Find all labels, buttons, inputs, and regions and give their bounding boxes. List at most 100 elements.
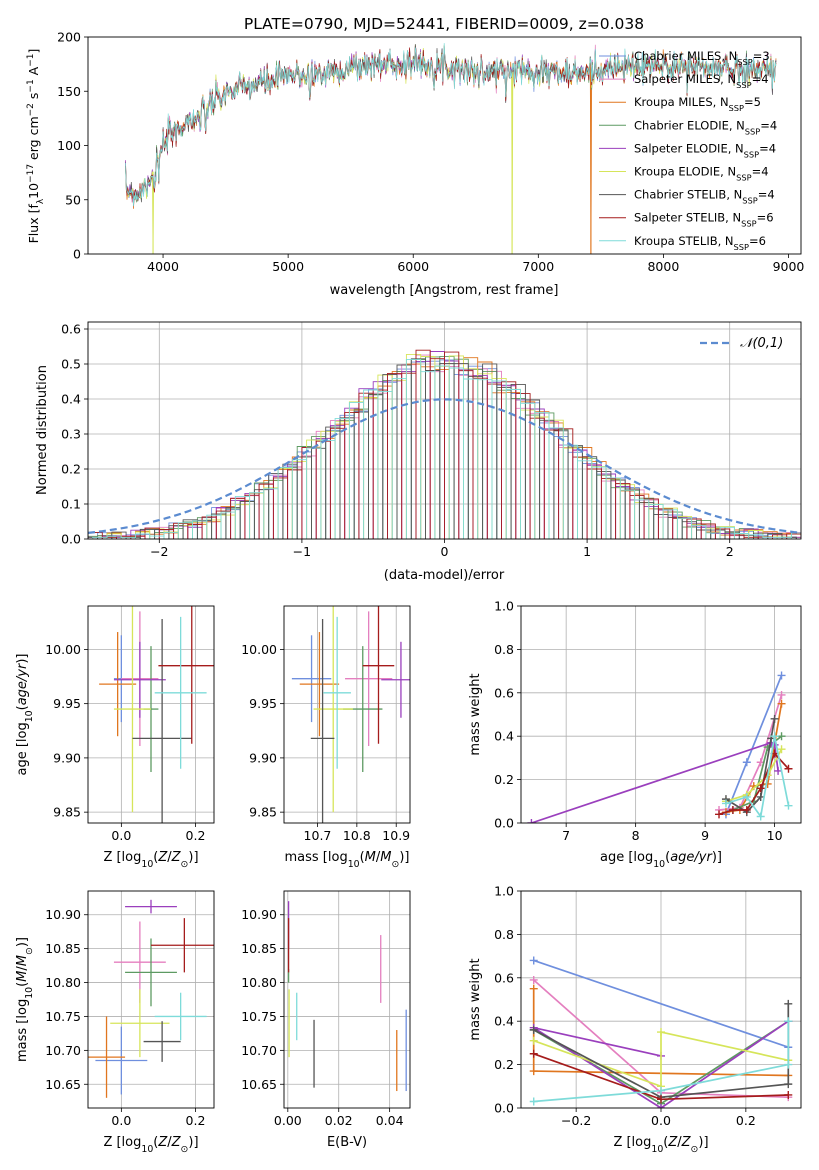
y-tick-label: 10.70 — [241, 1043, 277, 1058]
x-tick-label: −0.2 — [561, 1113, 591, 1128]
legend-label-salpeter_miles: Salpeter MILES, NSSP=4 — [634, 72, 769, 90]
weight-marker-kroupa_stelib — [784, 801, 793, 810]
weight-marker-chabrier_stelib — [770, 714, 779, 723]
mass-vs-Z-axes-x-label: Z [log10(Z/Z⊙)] — [103, 1135, 198, 1155]
spectrum-y-label: Flux [fλ10−17 erg cm−2 s−1 A−1] — [26, 49, 46, 244]
x-tick-label: −2 — [150, 544, 168, 559]
mass-vs-ebv-axes-x-label: E(B-V) — [327, 1135, 367, 1150]
legend-label-salpeter_stelib: Salpeter STELIB, NSSP=6 — [634, 211, 774, 229]
weight-marker-kroupa_stelib — [721, 799, 730, 808]
weight-marker-kroupa_miles — [777, 699, 786, 708]
weight-marker-salpeter_stelib — [529, 1049, 538, 1058]
y-tick-label: 0.2 — [61, 462, 81, 477]
x-tick-label: 0.02 — [325, 1113, 353, 1128]
age-vs-Z-axes-plot-area — [99, 606, 214, 823]
weight-vs-Z-axes: −0.2 0.0 0.2 0.0 0.2 0.4 0.6 0.8 1.0 Z [log10(Z/Z… — [468, 884, 802, 1155]
y-tick-label: 0.4 — [494, 729, 514, 744]
y-tick-label: 10.00 — [45, 642, 81, 657]
y-tick-label: 10.80 — [45, 975, 81, 990]
weight-marker-chabrier_miles — [742, 758, 751, 767]
residuals-y-label: Normed distribution — [35, 365, 50, 495]
x-tick-label: 0.2 — [186, 828, 206, 843]
y-tick-label: 10.75 — [241, 1009, 277, 1024]
weight-vs-Z-axes-plot-area — [529, 956, 793, 1108]
residuals-axes: −2 −1 0 1 2 0.0 0.1 0.2 0.3 0.4 0.5 0.6 𝒩(0,1) (data-… — [35, 322, 802, 583]
y-tick-label: 9.90 — [249, 750, 277, 765]
y-tick-label: 0.8 — [494, 642, 514, 657]
y-tick-label: 0.6 — [494, 970, 514, 985]
weight-marker-kroupa_miles — [529, 984, 538, 993]
weight-marker-chabrier_miles — [777, 671, 786, 680]
weight-marker-kroupa_elodie — [529, 1036, 538, 1045]
weight-marker-chabrier_stelib — [784, 1080, 793, 1089]
y-tick-label: 0.5 — [61, 357, 81, 372]
y-tick-label: 0.6 — [61, 322, 81, 337]
x-tick-label: 10 — [767, 828, 783, 843]
spectrum-axes-ticks: 4000 5000 6000 7000 8000 9000 0 50 100 150 200 — [57, 30, 804, 275]
weight-line-salpeter_miles — [718, 694, 783, 811]
y-tick-label: 0.6 — [494, 685, 514, 700]
spectrum-axes-frame — [87, 36, 802, 255]
x-tick-label: 6000 — [397, 259, 429, 274]
legend-label-salpeter_elodie: Salpeter ELODIE, NSSP=4 — [634, 141, 776, 159]
y-tick-label: 10.75 — [45, 1009, 81, 1024]
weight-vs-age-axes-ticks: 7 8 9 10 0.0 0.2 0.4 0.6 0.8 1.0 — [494, 599, 782, 844]
x-tick-label: 9000 — [773, 259, 805, 274]
legend-label-kroupa_stelib: Kroupa STELIB, NSSP=6 — [634, 234, 766, 252]
y-tick-label: 0.4 — [61, 392, 81, 407]
x-tick-label: 5000 — [272, 259, 304, 274]
mass-vs-Z-axes-y-label: mass [log10(M/M⊙)] — [15, 937, 35, 1062]
y-tick-label: 9.85 — [53, 805, 81, 820]
y-tick-label: 0.0 — [494, 816, 514, 831]
weight-marker-kroupa_miles — [529, 1067, 538, 1076]
weight-vs-age-axes: 7 8 9 10 0.0 0.2 0.4 0.6 0.8 1.0 age [log10(age/yr… — [468, 599, 802, 870]
mass-vs-Z-axes-frame — [87, 890, 215, 1109]
x-tick-label: 0.0 — [111, 1113, 131, 1128]
weight-vs-age-axes-plot-area — [527, 671, 793, 823]
spectrum-axes: 4000 5000 6000 7000 8000 9000 0 50 100 150 200 Chab… — [26, 30, 804, 299]
y-tick-label: 10.00 — [241, 642, 277, 657]
age-vs-mass-axes-ticks: 10.7 10.8 10.9 9.85 9.90 9.95 10.00 — [241, 642, 410, 843]
x-tick-label: 2 — [726, 544, 734, 559]
x-tick-label: 7000 — [522, 259, 554, 274]
x-tick-label: 8000 — [647, 259, 679, 274]
weight-line-chabrier_miles — [533, 959, 789, 1049]
y-tick-label: 100 — [57, 138, 81, 153]
weight-marker-kroupa_stelib — [529, 1097, 538, 1106]
y-tick-label: 0 — [73, 247, 81, 262]
weight-marker-kroupa_stelib — [657, 1086, 665, 1095]
weight-marker-chabrier_stelib — [784, 999, 793, 1008]
spectrum-axes-plot-area — [125, 43, 777, 254]
weight-vs-age-axes-x-label: age [log10(age/yr)] — [600, 850, 722, 870]
x-tick-label: −1 — [293, 544, 311, 559]
weight-vs-age-axes-y-label: mass weight — [468, 673, 483, 755]
weight-marker-kroupa_elodie — [657, 1028, 665, 1037]
y-tick-label: 10.65 — [45, 1077, 81, 1092]
weight-marker-salpeter_stelib — [756, 784, 765, 793]
y-tick-label: 9.90 — [53, 750, 81, 765]
residuals-axes-ticks: −2 −1 0 1 2 0.0 0.1 0.2 0.3 0.4 0.5 0.6 — [61, 322, 734, 560]
y-tick-label: 9.95 — [53, 696, 81, 711]
weight-marker-kroupa_stelib — [784, 1017, 793, 1026]
legend-label-chabrier_stelib: Chabrier STELIB, NSSP=4 — [634, 188, 775, 206]
weight-marker-salpeter_elodie — [527, 819, 536, 823]
y-tick-label: 1.0 — [494, 884, 514, 899]
mass-vs-Z-axes-plot-area — [88, 899, 214, 1098]
weight-vs-Z-axes-ticks: −0.2 0.0 0.2 0.0 0.2 0.4 0.6 0.8 1.0 — [494, 884, 756, 1129]
legend-label-kroupa_miles: Kroupa MILES, NSSP=5 — [634, 95, 761, 113]
legend-label-kroupa_elodie: Kroupa ELODIE, NSSP=4 — [634, 165, 769, 183]
x-tick-label: 1 — [583, 544, 591, 559]
weight-line-salpeter_stelib — [718, 752, 790, 816]
normal-curve — [88, 398, 801, 534]
weight-marker-salpeter_elodie — [657, 1104, 665, 1108]
weight-line-kroupa_elodie — [725, 748, 783, 803]
spectrum-x-label: wavelength [Angstrom, rest frame] — [330, 283, 559, 298]
x-tick-label: 0.0 — [651, 1113, 671, 1128]
x-tick-label: 9 — [701, 828, 709, 843]
legend-label-normal: 𝒩(0,1) — [740, 336, 783, 351]
age-vs-Z-axes-ticks: 0.0 0.2 9.85 9.90 9.95 10.00 — [45, 642, 205, 843]
weight-vs-Z-axes-x-label: Z [log10(Z/Z⊙)] — [613, 1135, 708, 1155]
age-vs-mass-axes-x-label: mass [log10(M/M⊙)] — [285, 850, 410, 870]
y-tick-label: 0.2 — [494, 1057, 514, 1072]
x-tick-label: 10.7 — [304, 828, 332, 843]
